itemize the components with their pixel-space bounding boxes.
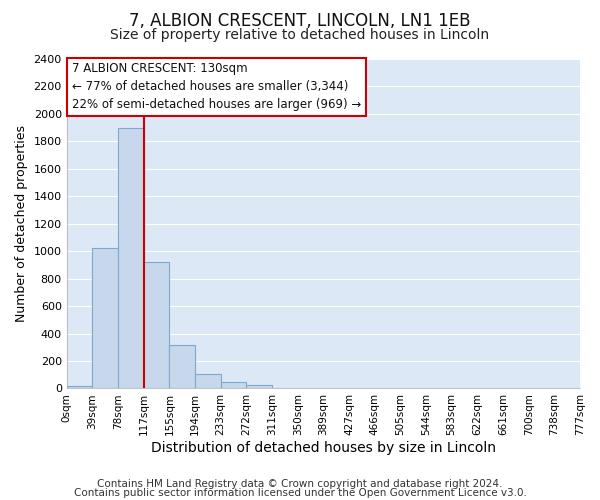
Bar — [92, 248, 118, 388]
Text: Contains public sector information licensed under the Open Government Licence v3: Contains public sector information licen… — [74, 488, 526, 498]
Bar — [143, 262, 169, 388]
Text: Contains HM Land Registry data © Crown copyright and database right 2024.: Contains HM Land Registry data © Crown c… — [97, 479, 503, 489]
Bar — [247, 384, 272, 388]
Bar — [169, 344, 195, 389]
X-axis label: Distribution of detached houses by size in Lincoln: Distribution of detached houses by size … — [151, 441, 496, 455]
Text: 7, ALBION CRESCENT, LINCOLN, LN1 1EB: 7, ALBION CRESCENT, LINCOLN, LN1 1EB — [129, 12, 471, 30]
Bar — [195, 374, 221, 388]
Y-axis label: Number of detached properties: Number of detached properties — [15, 125, 28, 322]
Bar — [118, 128, 143, 388]
Text: Size of property relative to detached houses in Lincoln: Size of property relative to detached ho… — [110, 28, 490, 42]
Text: 7 ALBION CRESCENT: 130sqm
← 77% of detached houses are smaller (3,344)
22% of se: 7 ALBION CRESCENT: 130sqm ← 77% of detac… — [72, 62, 361, 112]
Bar — [221, 382, 247, 388]
Bar — [67, 386, 92, 388]
